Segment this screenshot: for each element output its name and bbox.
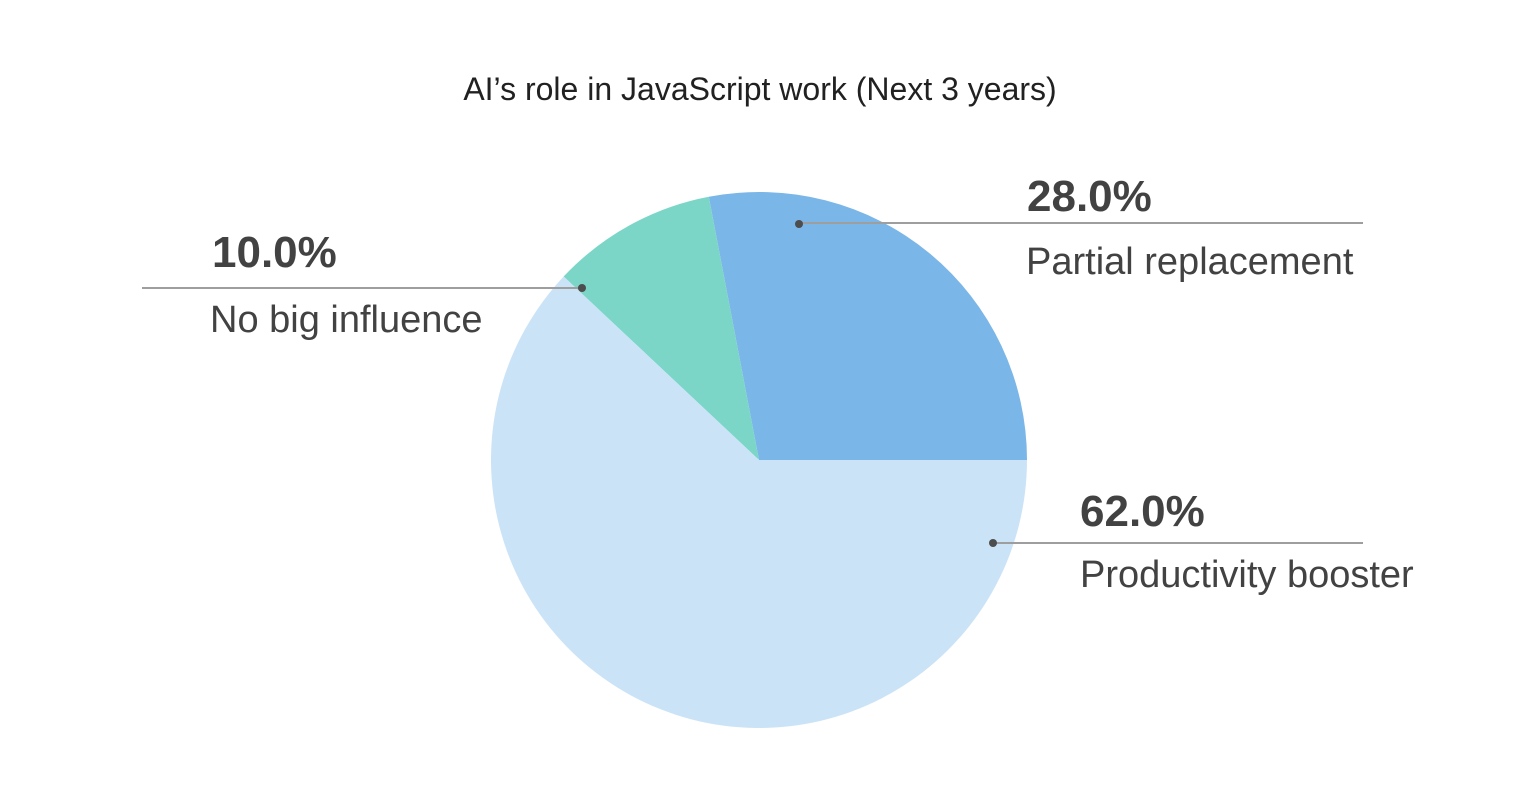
slice-percent-label: 62.0% xyxy=(1080,487,1205,536)
pie-slice-no-big-influence[interactable] xyxy=(563,196,759,460)
slice-percent-label: 28.0% xyxy=(1027,172,1152,221)
callout-dot xyxy=(578,284,586,292)
callout-line xyxy=(142,287,582,289)
callout-dot xyxy=(795,220,803,228)
callout-line xyxy=(799,222,1363,224)
slice-name-label: No big influence xyxy=(210,299,483,341)
callout-line xyxy=(993,542,1363,544)
slice-percent-label: 10.0% xyxy=(212,228,337,277)
callout-dot xyxy=(989,539,997,547)
chart-title: AI’s role in JavaScript work (Next 3 yea… xyxy=(463,71,1057,107)
pie-slice-productivity-booster[interactable] xyxy=(490,276,1027,729)
slice-name-label: Partial replacement xyxy=(1026,241,1354,283)
slice-name-label: Productivity booster xyxy=(1080,554,1414,596)
pie-slice-partial-replacement[interactable] xyxy=(708,192,1027,460)
